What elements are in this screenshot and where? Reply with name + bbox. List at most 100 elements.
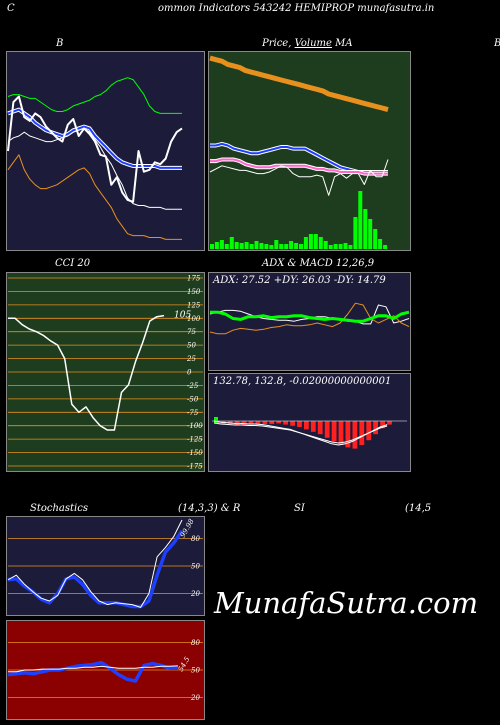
- volume-bar: [318, 237, 323, 249]
- cci-line: [8, 314, 165, 431]
- volume-bar: [254, 241, 259, 249]
- cci-tick-label: 125: [187, 301, 201, 309]
- volume-bar: [313, 234, 318, 249]
- stochastics-tick-label: 80: [191, 535, 200, 543]
- macd-histogram-bar: [241, 421, 247, 426]
- stochastics-tick-label: 20: [190, 590, 200, 598]
- adx-values: ADX: 27.52 +DY: 26.03 -DY: 14.79: [213, 275, 386, 286]
- macd-histogram-bar: [345, 421, 351, 448]
- macd-histogram-bar: [359, 421, 365, 445]
- volume-bar: [383, 245, 388, 249]
- rsi-signal-line: [8, 665, 179, 673]
- watermark: MunafaSutra.com: [214, 586, 479, 620]
- volume-bar: [274, 240, 279, 249]
- cci-tick-label: -100: [187, 422, 203, 430]
- volume-bar: [343, 243, 348, 249]
- bollinger-price-line: [7, 95, 183, 203]
- volume-bar: [368, 219, 373, 249]
- macd-histogram-bar: [366, 421, 372, 441]
- macd-histogram-bar: [283, 421, 288, 425]
- cci-tick-label: -175: [187, 463, 203, 471]
- rsi-title: SI: [294, 503, 305, 514]
- rsi-params: (14,5: [405, 503, 432, 514]
- rsi-tick-label: 80: [191, 639, 200, 647]
- volume-bar: [348, 245, 353, 249]
- macd-histogram-bar: [248, 421, 254, 425]
- bollinger-right-label: B: [494, 38, 500, 49]
- volume-bar: [358, 191, 363, 249]
- bollinger-chart: [6, 51, 205, 251]
- volume-bar: [373, 229, 378, 249]
- macd-histogram-bar: [352, 421, 358, 449]
- cci-tick-label: -50: [187, 395, 199, 403]
- cci-tick-label: -125: [187, 436, 203, 444]
- bollinger-upper-line: [7, 77, 182, 114]
- stochastics-params: (14,3,3) & R: [178, 503, 241, 514]
- macd-signal-marker: [214, 417, 218, 423]
- cci-tick-label: -150: [187, 449, 203, 457]
- left-letter: C: [7, 3, 15, 14]
- adx-line: [210, 310, 410, 323]
- cci-tick-label: 75: [187, 328, 196, 336]
- bollinger-background: [6, 51, 205, 251]
- volume-bar: [323, 241, 328, 249]
- volume-bar: [210, 244, 214, 249]
- volume-bar: [239, 243, 244, 249]
- adx-background: [208, 272, 411, 371]
- macd-histogram-bar: [310, 421, 316, 432]
- volume-bar: [234, 242, 239, 249]
- bollinger-title: B: [56, 38, 64, 49]
- volume-bar: [264, 244, 269, 249]
- adx-chart: [208, 272, 411, 371]
- adx-minus-di-line: [209, 302, 410, 335]
- volume-bar: [249, 244, 254, 249]
- price-chart: [208, 51, 411, 251]
- price-title-a: Price,: [262, 38, 292, 49]
- volume-bar: [269, 245, 274, 249]
- stochastics-tick-label: 50: [191, 563, 200, 571]
- volume-bar: [328, 245, 333, 249]
- macd-histogram-bar: [387, 421, 392, 425]
- bollinger-lower-line: [7, 154, 182, 240]
- macd-chart: [208, 373, 411, 472]
- volume-bar: [299, 244, 303, 249]
- cci-tick-label: 0: [187, 369, 192, 377]
- volume-bar: [363, 209, 368, 249]
- macd-histogram-bar: [276, 421, 282, 424]
- price-title: Price, Volume MA: [262, 38, 353, 49]
- price-title-c: MA: [335, 38, 353, 49]
- volume-bar: [244, 242, 249, 249]
- macd-histogram-bar: [331, 421, 337, 442]
- stochastics-k-line: [7, 519, 183, 608]
- volume-bar: [338, 244, 343, 249]
- rsi-tick-label: 50: [191, 667, 200, 675]
- volume-bar: [303, 237, 308, 249]
- macd-histogram-bar: [227, 421, 233, 424]
- macd-histogram-bar: [317, 421, 323, 435]
- macd-histogram-bar: [234, 421, 240, 425]
- volume-bar: [289, 241, 294, 249]
- macd-histogram-bar: [380, 421, 385, 429]
- macd-histogram-bar: [297, 421, 302, 427]
- price-ma-long-line: [209, 55, 389, 113]
- volume-bar: [333, 244, 338, 249]
- cci-value-label: 105: [174, 311, 191, 321]
- macd-histogram-bar: [304, 421, 309, 430]
- macd-values: 132.78, 132.8, -0.02000000000001: [213, 376, 392, 387]
- volume-bar: [308, 234, 313, 249]
- cci-tick-label: -25: [187, 382, 199, 390]
- cci-tick-label: 50: [187, 342, 196, 350]
- cci-tick-label: 150: [187, 288, 201, 296]
- rsi-tick-label: 20: [190, 694, 200, 702]
- page-title: ommon Indicators 543242 HEMIPROP munafas…: [158, 3, 435, 14]
- cci-chart: 175 150 125 100 75 50 25 0 -25 -50 -75 -100 -125 -150…: [6, 272, 205, 472]
- volume-bar: [279, 244, 284, 249]
- stochastics-title: Stochastics: [30, 503, 88, 514]
- macd-histogram-bar: [262, 421, 268, 424]
- cci-tick-label: 100: [187, 315, 201, 323]
- volume-bar: [378, 239, 383, 249]
- volume-bar: [259, 243, 264, 249]
- volume-bar: [284, 244, 289, 249]
